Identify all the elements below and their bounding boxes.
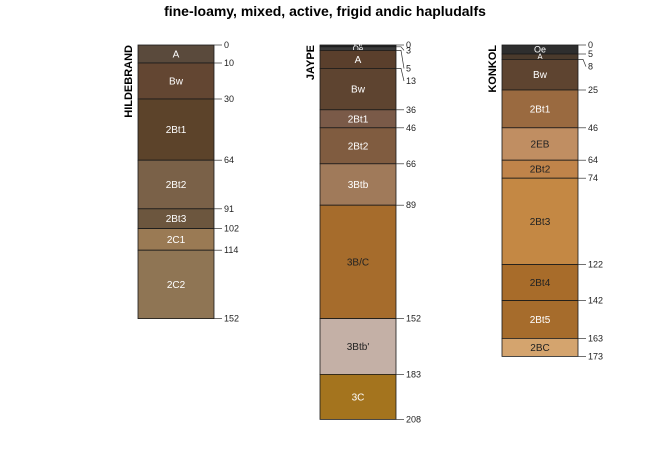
horizon-band bbox=[137, 98, 215, 161]
horizon-band bbox=[501, 337, 579, 357]
depth-label: 0 bbox=[406, 40, 411, 50]
horizon-label: A bbox=[173, 50, 180, 61]
depth-label: 64 bbox=[588, 155, 598, 165]
depth-tick bbox=[396, 68, 405, 82]
depth-label: 30 bbox=[224, 94, 234, 104]
depth-label: 152 bbox=[224, 314, 239, 324]
depth-label: 10 bbox=[224, 58, 234, 68]
horizon-label: 2Bt3 bbox=[166, 214, 187, 225]
horizon-label: 3Btb bbox=[348, 180, 369, 191]
horizon-label: 2Bt1 bbox=[166, 125, 187, 136]
horizon-band bbox=[501, 89, 579, 129]
depth-label: 46 bbox=[406, 123, 416, 133]
depth-label: 66 bbox=[406, 159, 416, 169]
horizon-label: 2Bt3 bbox=[530, 217, 551, 228]
horizon-label: Bw bbox=[533, 70, 548, 81]
horizon-label: 3Btb' bbox=[347, 342, 370, 353]
depth-label: 0 bbox=[588, 40, 593, 50]
depth-label: 3 bbox=[406, 45, 411, 55]
horizon-label: 2C2 bbox=[167, 280, 186, 291]
horizon-band bbox=[319, 163, 397, 206]
depth-tick bbox=[396, 46, 405, 51]
depth-label: 152 bbox=[406, 314, 421, 324]
profile-name: JAYPE bbox=[305, 45, 317, 80]
depth-tick bbox=[396, 50, 405, 69]
horizon-band bbox=[319, 204, 397, 319]
depth-label: 122 bbox=[588, 260, 603, 270]
horizon-band bbox=[319, 68, 397, 111]
horizon-label: 3C bbox=[352, 392, 365, 403]
profile-konkol: KONKOL OeA Bw 2Bt1 2EB 2Bt2 2Bt3 2Bt4 2Bt5 2BC 05 8… bbox=[487, 40, 603, 361]
horizon-band bbox=[319, 318, 397, 375]
horizon-band bbox=[501, 264, 579, 302]
horizon-band bbox=[319, 373, 397, 420]
horizon-label: 2EB bbox=[531, 140, 550, 151]
depth-label: 36 bbox=[406, 105, 416, 115]
profile-name: KONKOL bbox=[487, 45, 499, 93]
depth-label: 0 bbox=[224, 40, 229, 50]
horizon-label: 2Bt1 bbox=[348, 114, 369, 125]
horizon-label: Bw bbox=[351, 85, 366, 96]
horizon-label: 2Bt2 bbox=[530, 165, 551, 176]
depth-label: 173 bbox=[588, 351, 603, 361]
depth-label: 89 bbox=[406, 200, 416, 210]
depth-label: 25 bbox=[588, 85, 598, 95]
depth-label: 163 bbox=[588, 333, 603, 343]
horizon-label: Bw bbox=[169, 77, 184, 88]
depth-label: 5 bbox=[588, 49, 593, 59]
depth-label: 102 bbox=[224, 224, 239, 234]
depth-label: 13 bbox=[406, 76, 416, 86]
horizon-label: 2Bt2 bbox=[166, 180, 187, 191]
depth-label: 142 bbox=[588, 296, 603, 306]
horizon-label: 2Bt4 bbox=[530, 278, 551, 289]
depth-label: 91 bbox=[224, 204, 234, 214]
horizon-label: 2BC bbox=[530, 343, 549, 354]
depth-label: 74 bbox=[588, 173, 598, 183]
profile-hildebrand: HILDEBRAND A Bw 2Bt1 2Bt2 2Bt3 2C1 2C2 0 10 30 64 91… bbox=[123, 40, 239, 324]
profiles-group: HILDEBRAND ABw2Bt12Bt22Bt32C12C2010306491… bbox=[123, 40, 603, 424]
depth-label: 64 bbox=[224, 155, 234, 165]
depth-label: 183 bbox=[406, 369, 421, 379]
depth-label: 5 bbox=[406, 63, 411, 73]
horizon-band bbox=[137, 62, 215, 100]
horizon-label: 2Bt2 bbox=[348, 141, 369, 152]
horizon-label: 2Bt5 bbox=[530, 315, 551, 326]
horizon-label: Oe bbox=[353, 44, 364, 53]
horizon-band bbox=[137, 159, 215, 210]
depth-label: 114 bbox=[224, 245, 238, 255]
horizon-label: A bbox=[355, 55, 362, 66]
horizon-band bbox=[137, 249, 215, 319]
horizon-label: Oe bbox=[534, 45, 546, 55]
horizon-band bbox=[319, 127, 397, 165]
horizon-label: A bbox=[537, 53, 543, 62]
horizon-label: 2C1 bbox=[167, 235, 186, 246]
horizon-band bbox=[501, 300, 579, 339]
horizon-band bbox=[501, 127, 579, 161]
figure-title: fine-loamy, mixed, active, frigid andic … bbox=[164, 3, 486, 19]
depth-tick bbox=[578, 59, 587, 67]
horizon-label: 2Bt1 bbox=[530, 104, 551, 115]
profile-name: HILDEBRAND bbox=[123, 45, 135, 118]
horizon-label: Oi bbox=[354, 42, 362, 51]
horizon-band bbox=[501, 59, 579, 91]
depth-label: 8 bbox=[588, 62, 593, 72]
depth-label: 208 bbox=[406, 414, 421, 424]
horizon-label: 3B/C bbox=[347, 257, 369, 268]
depth-label: 46 bbox=[588, 123, 598, 133]
